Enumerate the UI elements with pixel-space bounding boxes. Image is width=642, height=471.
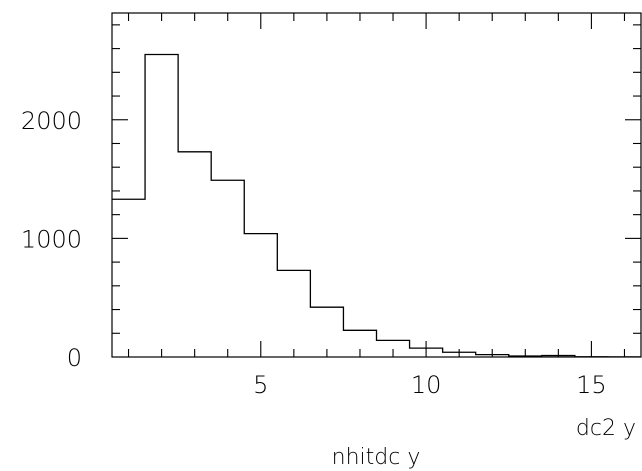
x-axis-title: nhitdc y bbox=[332, 445, 421, 470]
y-tick-label: 2000 bbox=[21, 107, 82, 135]
x-tick-labels: 5 10 15 bbox=[253, 371, 607, 399]
x-tick-label: 15 bbox=[576, 371, 607, 399]
axis-ticks bbox=[112, 13, 641, 357]
plot-frame bbox=[111, 12, 642, 358]
corner-label: dc2 y bbox=[576, 416, 636, 441]
y-tick-labels: 0 1000 2000 bbox=[21, 107, 82, 372]
x-tick-label: 10 bbox=[411, 371, 442, 399]
x-tick-label: 5 bbox=[253, 371, 268, 399]
y-tick-label: 0 bbox=[67, 344, 82, 372]
y-tick-label: 1000 bbox=[21, 225, 82, 253]
histogram-outline bbox=[112, 53, 641, 358]
